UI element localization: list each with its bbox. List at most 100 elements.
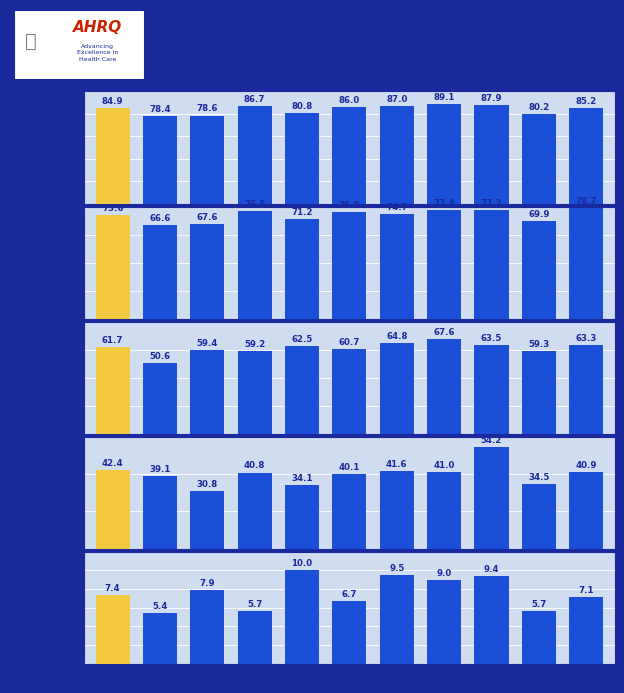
Bar xyxy=(238,473,272,549)
Bar xyxy=(143,475,177,549)
Text: 40.1: 40.1 xyxy=(339,463,360,472)
Text: 71.2: 71.2 xyxy=(291,208,313,217)
Bar xyxy=(238,107,272,204)
Bar xyxy=(522,611,556,664)
Bar xyxy=(285,346,319,434)
Bar xyxy=(474,105,509,204)
Text: 63.3: 63.3 xyxy=(575,334,597,343)
Bar xyxy=(143,363,177,434)
Bar xyxy=(143,225,177,319)
Bar xyxy=(380,106,414,204)
Text: 41.0: 41.0 xyxy=(434,461,455,470)
Bar xyxy=(522,220,556,319)
Text: 6.7: 6.7 xyxy=(342,590,357,599)
Text: 67.6: 67.6 xyxy=(434,328,455,337)
Text: 87.9: 87.9 xyxy=(480,94,502,103)
Bar xyxy=(427,579,461,664)
Bar xyxy=(427,472,461,549)
Text: 77.4: 77.4 xyxy=(433,199,455,208)
Bar xyxy=(238,351,272,434)
Bar xyxy=(285,113,319,204)
Text: Figure 1. Percentage of persons with selected
expenses in U.S. and 10 largest st: Figure 1. Percentage of persons with sel… xyxy=(183,26,566,61)
Bar xyxy=(190,590,225,664)
Text: 85.2: 85.2 xyxy=(575,97,597,106)
Text: 5.4: 5.4 xyxy=(152,602,168,611)
Text: 7.4: 7.4 xyxy=(105,584,120,593)
Text: 60.7: 60.7 xyxy=(339,337,360,346)
Bar xyxy=(333,349,366,434)
Text: 59.4: 59.4 xyxy=(197,340,218,349)
Bar xyxy=(427,210,461,319)
Y-axis label: Dental: Dental xyxy=(56,475,66,511)
Text: 78.6: 78.6 xyxy=(197,105,218,114)
Bar xyxy=(522,114,556,204)
Text: 50.6: 50.6 xyxy=(150,352,170,361)
Text: 84.9: 84.9 xyxy=(102,98,124,107)
Bar xyxy=(285,485,319,549)
Text: 61.7: 61.7 xyxy=(102,336,124,345)
Text: 59.3: 59.3 xyxy=(529,340,550,349)
Text: 63.5: 63.5 xyxy=(481,334,502,342)
Bar xyxy=(95,347,130,434)
Text: 74.7: 74.7 xyxy=(386,203,407,212)
Bar xyxy=(95,470,130,549)
Bar xyxy=(190,224,225,319)
Text: 86.7: 86.7 xyxy=(244,96,265,105)
Bar xyxy=(427,104,461,204)
Bar xyxy=(474,211,509,319)
Bar xyxy=(333,602,366,664)
Y-axis label: Ambulatory: Ambulatory xyxy=(56,231,66,295)
Text: 76.5: 76.5 xyxy=(244,200,265,209)
Text: 80.2: 80.2 xyxy=(529,103,550,112)
Bar xyxy=(190,491,225,549)
Text: AHRQ: AHRQ xyxy=(73,20,122,35)
Text: 69.9: 69.9 xyxy=(528,210,550,219)
Bar xyxy=(380,343,414,434)
Bar xyxy=(143,116,177,204)
Text: 30.8: 30.8 xyxy=(197,480,218,489)
Text: 66.6: 66.6 xyxy=(149,214,171,223)
Text: Percentage: Percentage xyxy=(9,344,19,412)
Text: 9.4: 9.4 xyxy=(484,565,499,574)
Y-axis label: Prescription Drug: Prescription Drug xyxy=(56,329,66,426)
Bar xyxy=(522,484,556,549)
Bar xyxy=(427,339,461,434)
Text: 78.7: 78.7 xyxy=(575,198,597,207)
Text: 40.9: 40.9 xyxy=(575,462,597,471)
Bar xyxy=(474,344,509,434)
Bar xyxy=(380,471,414,549)
Bar xyxy=(190,116,225,204)
Bar xyxy=(569,108,603,204)
Text: 34.5: 34.5 xyxy=(528,473,550,482)
Bar xyxy=(95,595,130,664)
Y-axis label: Inpatient stays: Inpatient stays xyxy=(56,566,66,649)
FancyBboxPatch shape xyxy=(14,10,145,80)
Text: 73.6: 73.6 xyxy=(102,204,124,213)
Text: 7.1: 7.1 xyxy=(578,586,594,595)
Text: 9.0: 9.0 xyxy=(437,569,452,578)
Text: 77.2: 77.2 xyxy=(480,200,502,209)
Bar xyxy=(474,448,509,549)
Text: 39.1: 39.1 xyxy=(149,465,171,474)
Bar xyxy=(380,575,414,664)
Bar xyxy=(380,214,414,319)
Text: 42.4: 42.4 xyxy=(102,459,124,468)
Text: 78.4: 78.4 xyxy=(149,105,171,114)
Text: 80.8: 80.8 xyxy=(291,102,313,111)
Bar xyxy=(238,211,272,319)
Text: 67.6: 67.6 xyxy=(197,213,218,222)
Bar xyxy=(569,473,603,549)
Text: 54.2: 54.2 xyxy=(481,437,502,446)
Text: 41.6: 41.6 xyxy=(386,460,407,469)
Bar xyxy=(569,597,603,664)
Text: Advancing
Excellence in
Health Care: Advancing Excellence in Health Care xyxy=(77,44,119,62)
Text: 59.2: 59.2 xyxy=(244,340,265,349)
Text: 89.1: 89.1 xyxy=(434,93,455,102)
Text: 5.7: 5.7 xyxy=(247,599,263,608)
FancyBboxPatch shape xyxy=(4,6,155,84)
Text: 9.5: 9.5 xyxy=(389,564,404,573)
Text: 5.7: 5.7 xyxy=(531,599,547,608)
Bar xyxy=(474,576,509,664)
Bar xyxy=(285,570,319,664)
Text: 10.0: 10.0 xyxy=(291,559,313,568)
